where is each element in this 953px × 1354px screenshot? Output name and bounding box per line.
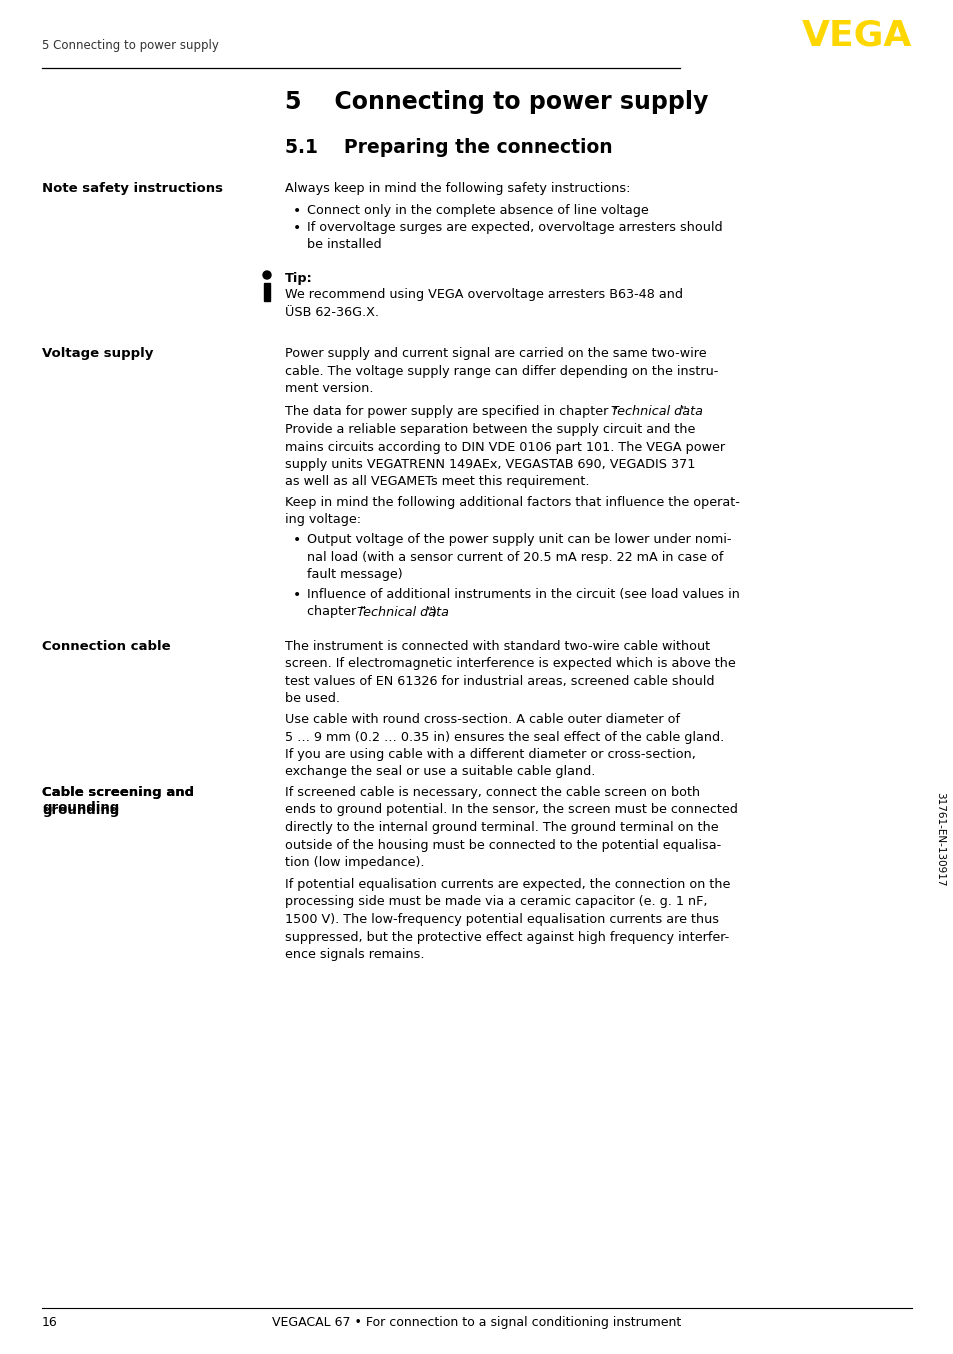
Text: "): ") (427, 607, 437, 619)
Text: The instrument is connected with standard two-wire cable without
screen. If elec: The instrument is connected with standar… (285, 640, 735, 705)
Text: Technical data: Technical data (356, 607, 449, 619)
Text: 5.1    Preparing the connection: 5.1 Preparing the connection (285, 138, 612, 157)
Text: If potential equalisation currents are expected, the connection on the
processin: If potential equalisation currents are e… (285, 877, 730, 961)
Text: 5    Connecting to power supply: 5 Connecting to power supply (285, 89, 708, 114)
Text: We recommend using VEGA overvoltage arresters B63-48 and
ÜSB 62-36G.X.: We recommend using VEGA overvoltage arre… (285, 288, 682, 318)
Text: VEGACAL 67 • For connection to a signal conditioning instrument: VEGACAL 67 • For connection to a signal … (273, 1316, 680, 1330)
Text: Provide a reliable separation between the supply circuit and the
mains circuits : Provide a reliable separation between th… (285, 422, 724, 489)
Text: 5 Connecting to power supply: 5 Connecting to power supply (42, 39, 218, 51)
Text: 31761-EN-130917: 31761-EN-130917 (934, 792, 944, 887)
Circle shape (263, 271, 271, 279)
Text: VEGA: VEGA (801, 18, 911, 51)
Text: Cable screening and
grounding: Cable screening and grounding (42, 787, 193, 816)
Text: Tip:: Tip: (285, 272, 313, 284)
Text: Output voltage of the power supply unit can be lower under nomi-
nal load (with : Output voltage of the power supply unit … (307, 533, 731, 581)
Text: Use cable with round cross-section. A cable outer diameter of
5 … 9 mm (0.2 … 0.: Use cable with round cross-section. A ca… (285, 714, 723, 779)
Text: •: • (293, 533, 301, 547)
Text: Technical data: Technical data (610, 405, 702, 418)
Text: Power supply and current signal are carried on the same two-wire
cable. The volt: Power supply and current signal are carr… (285, 347, 718, 395)
Text: Influence of additional instruments in the circuit (see load values in
chapter ": Influence of additional instruments in t… (307, 588, 740, 619)
Text: Connection cable: Connection cable (42, 640, 171, 653)
Text: •: • (293, 588, 301, 603)
Text: Keep in mind the following additional factors that influence the operat-
ing vol: Keep in mind the following additional fa… (285, 496, 740, 527)
Text: Connect only in the complete absence of line voltage: Connect only in the complete absence of … (307, 204, 648, 217)
Text: If overvoltage surges are expected, overvoltage arresters should
be installed: If overvoltage surges are expected, over… (307, 221, 721, 252)
Text: 16: 16 (42, 1316, 58, 1330)
Text: •: • (293, 204, 301, 218)
Text: •: • (293, 221, 301, 236)
Text: If screened cable is necessary, connect the cable screen on both
ends to ground : If screened cable is necessary, connect … (285, 787, 737, 869)
Text: Note safety instructions: Note safety instructions (42, 181, 223, 195)
Text: Always keep in mind the following safety instructions:: Always keep in mind the following safety… (285, 181, 630, 195)
FancyBboxPatch shape (264, 283, 270, 301)
Text: Cable screening and
grounding: Cable screening and grounding (42, 787, 193, 814)
Text: The data for power supply are specified in chapter ": The data for power supply are specified … (285, 405, 618, 418)
Text: ".: ". (680, 405, 690, 418)
Text: Voltage supply: Voltage supply (42, 347, 153, 360)
